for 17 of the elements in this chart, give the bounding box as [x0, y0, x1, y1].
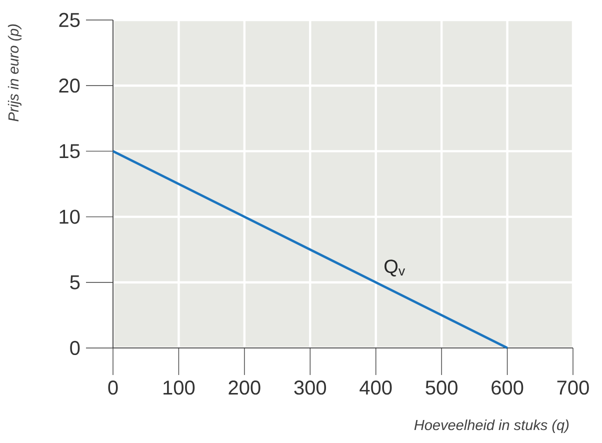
y-tick-label: 15 [60, 144, 80, 158]
x-tick-label: 0 [108, 380, 118, 395]
x-tick-label: 200 [228, 380, 260, 395]
y-tick-label: 5 [70, 275, 80, 290]
x-tick-label: 700 [557, 380, 589, 395]
y-tick-label: 20 [59, 78, 80, 93]
x-tick-label: 600 [492, 380, 524, 395]
x-tick-label: 300 [294, 380, 326, 395]
y-tick-label: 10 [60, 210, 80, 224]
x-tick-label: 100 [164, 380, 195, 395]
y-axis-title: Prijs in euro (p) [8, 24, 22, 122]
series-label: Q$_{v}$ [384, 260, 406, 276]
y-tick-label: 0 [70, 340, 80, 356]
y-tick-label: 25 [59, 12, 80, 28]
x-tick-label: 500 [426, 380, 458, 395]
x-tick-label: 400 [360, 380, 392, 395]
x-axis-title: Hoeveelheid in stuks (q) [414, 420, 569, 434]
